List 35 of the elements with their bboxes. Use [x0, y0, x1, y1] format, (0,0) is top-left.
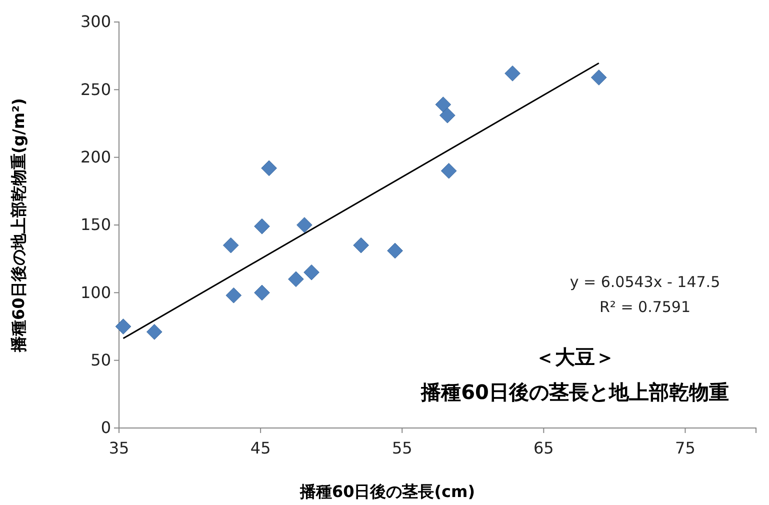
point [146, 324, 162, 340]
point [304, 264, 320, 280]
point [254, 218, 270, 234]
point [261, 160, 277, 176]
y-tick-label: 250 [80, 80, 111, 99]
point [115, 318, 132, 334]
annotation: y = 6.0543x - 147.5 [570, 273, 720, 291]
y-tick-label: 200 [80, 147, 111, 166]
y-tick-label: 100 [80, 282, 111, 302]
point [353, 237, 369, 254]
text: 播種60日後の茎長と地上部乾物重 [420, 380, 729, 404]
y-tick-label: 300 [80, 12, 111, 32]
point [254, 284, 270, 301]
point [387, 242, 403, 259]
point [439, 107, 456, 124]
text: ＜大豆＞ [535, 345, 615, 369]
x-tick-label: 65 [533, 438, 554, 458]
annotation: R² = 0.7591 [599, 298, 691, 316]
x-tick-label: 35 [108, 438, 130, 458]
x-tick-label: 45 [250, 438, 271, 458]
x-tick-label: 55 [392, 438, 412, 458]
y-tick-label: 50 [90, 350, 111, 370]
point [296, 217, 312, 233]
point [222, 237, 239, 254]
point [288, 271, 304, 288]
x-tick-label: 75 [675, 438, 696, 458]
y-axis-title: 播種60日後の地上部乾物重(g/m²) [9, 98, 28, 353]
point [440, 162, 457, 179]
x-axis-title: 播種60日後の茎長(cm) [298, 482, 476, 501]
y-tick-label: 0 [100, 418, 111, 438]
y-tick-label: 150 [80, 215, 111, 234]
point [590, 70, 607, 86]
point [226, 287, 242, 304]
point [435, 96, 452, 112]
point [504, 66, 520, 82]
